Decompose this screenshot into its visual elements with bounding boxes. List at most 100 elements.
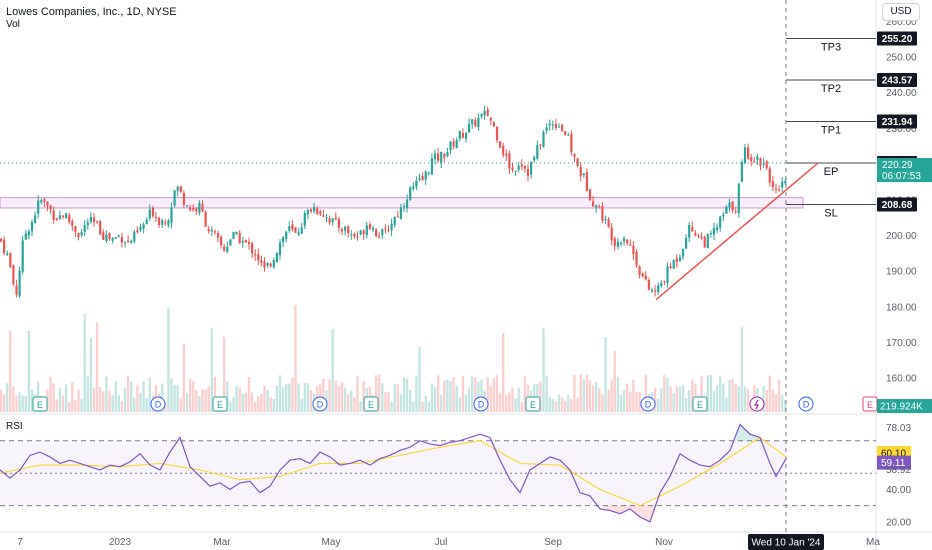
volume-bar <box>635 391 638 412</box>
volume-bar <box>244 392 248 412</box>
dividend-marker-label: D <box>645 400 652 410</box>
volume-bar <box>706 375 709 412</box>
level-badge-tp2 <box>877 73 917 88</box>
volume-bar <box>564 400 567 412</box>
candle-body <box>300 227 303 234</box>
volume-bar <box>433 386 437 412</box>
candle-body <box>486 109 489 116</box>
volume-bar <box>409 390 412 412</box>
candle-body <box>83 225 86 233</box>
candle-body <box>719 216 722 228</box>
volume-bar <box>405 378 409 412</box>
candle-body <box>588 189 592 201</box>
volume-bar <box>387 392 390 412</box>
candle-body <box>759 158 762 166</box>
candle-body <box>161 219 164 225</box>
volume-bar <box>362 380 365 412</box>
candle-body <box>418 177 421 180</box>
candle-body <box>778 189 781 191</box>
candle-body <box>251 243 254 254</box>
volume-bar <box>133 397 136 412</box>
candle-body <box>663 281 666 283</box>
candle-body <box>201 204 204 212</box>
volume-bar <box>27 330 31 412</box>
candle-body <box>207 228 210 232</box>
level-name-tp1: TP1 <box>821 124 841 136</box>
price-candles <box>0 105 787 299</box>
volume-bar <box>520 401 523 412</box>
candle-body <box>440 151 443 163</box>
volume-bar <box>731 378 734 412</box>
candle-body <box>585 172 588 191</box>
candle-body <box>185 205 189 207</box>
earnings-marker-label: E <box>368 400 374 410</box>
volume-bar <box>746 389 750 412</box>
earnings-marker-label: E <box>37 400 43 410</box>
dividend-marker <box>473 396 489 412</box>
candle-body <box>390 223 393 231</box>
volume-bar <box>595 382 598 412</box>
volume-bar <box>322 378 325 412</box>
dividend-marker-label: D <box>478 400 485 410</box>
volume-bar <box>427 401 430 412</box>
volume-bar <box>523 376 527 412</box>
time-tick-label: Nov <box>655 537 673 548</box>
candle-body <box>505 153 508 156</box>
candle-body <box>533 156 536 161</box>
candle-body <box>0 238 3 242</box>
candle-body <box>635 251 638 266</box>
volume-bar <box>68 401 71 412</box>
candle-body <box>68 215 71 223</box>
candle-body <box>523 166 526 169</box>
candle-body <box>92 217 96 223</box>
candle-body <box>712 228 716 235</box>
volume-bar <box>61 395 65 412</box>
volume-bar <box>340 382 344 412</box>
time-axis[interactable]: 7 2023 Mar May Jul Sep Nov Ma Wed 10 Jan '24 <box>17 534 880 550</box>
volume-bar <box>517 387 520 412</box>
volume-bar <box>430 383 434 412</box>
volume-bar <box>281 387 285 412</box>
volume-bar <box>467 388 471 412</box>
candle-body <box>629 244 632 246</box>
candle-body <box>781 181 784 188</box>
candle-body <box>58 215 61 219</box>
volume-bar <box>461 375 465 412</box>
trendline-layer[interactable] <box>655 162 819 301</box>
candle-body <box>654 290 657 292</box>
time-tick-label: Ma <box>866 537 880 548</box>
volume-bar <box>684 398 688 412</box>
time-tick-label: 7 <box>17 537 23 548</box>
volume-bar <box>18 392 21 412</box>
volume-bar <box>235 386 238 412</box>
volume-bar <box>381 383 384 412</box>
candle-body <box>706 233 709 249</box>
volume-bar <box>6 383 9 412</box>
earnings-marker <box>363 396 379 412</box>
candle-body <box>362 230 365 235</box>
currency-button[interactable]: USD <box>882 3 920 21</box>
level-name-tp3: TP3 <box>821 42 841 54</box>
volume-bar <box>458 397 461 412</box>
candle-body <box>619 243 623 245</box>
candle-body <box>461 132 464 138</box>
candle-body <box>399 207 402 219</box>
volume-bar <box>455 385 458 412</box>
volume-bar <box>80 398 83 412</box>
candle-body <box>198 202 201 214</box>
volume-bar <box>334 380 337 412</box>
volume-bar <box>638 392 641 412</box>
candle-body <box>145 219 148 225</box>
rsi-extra-value: 58.92 <box>886 465 911 476</box>
volume-bar <box>436 375 440 412</box>
volume-bar <box>576 397 579 412</box>
level-name-tp2: TP2 <box>821 83 841 95</box>
volume-bar <box>309 389 313 412</box>
dividend-marker <box>798 396 814 412</box>
level-name-sl: SL <box>824 207 837 219</box>
volume-bar <box>207 386 210 412</box>
volume-bar <box>226 381 229 412</box>
